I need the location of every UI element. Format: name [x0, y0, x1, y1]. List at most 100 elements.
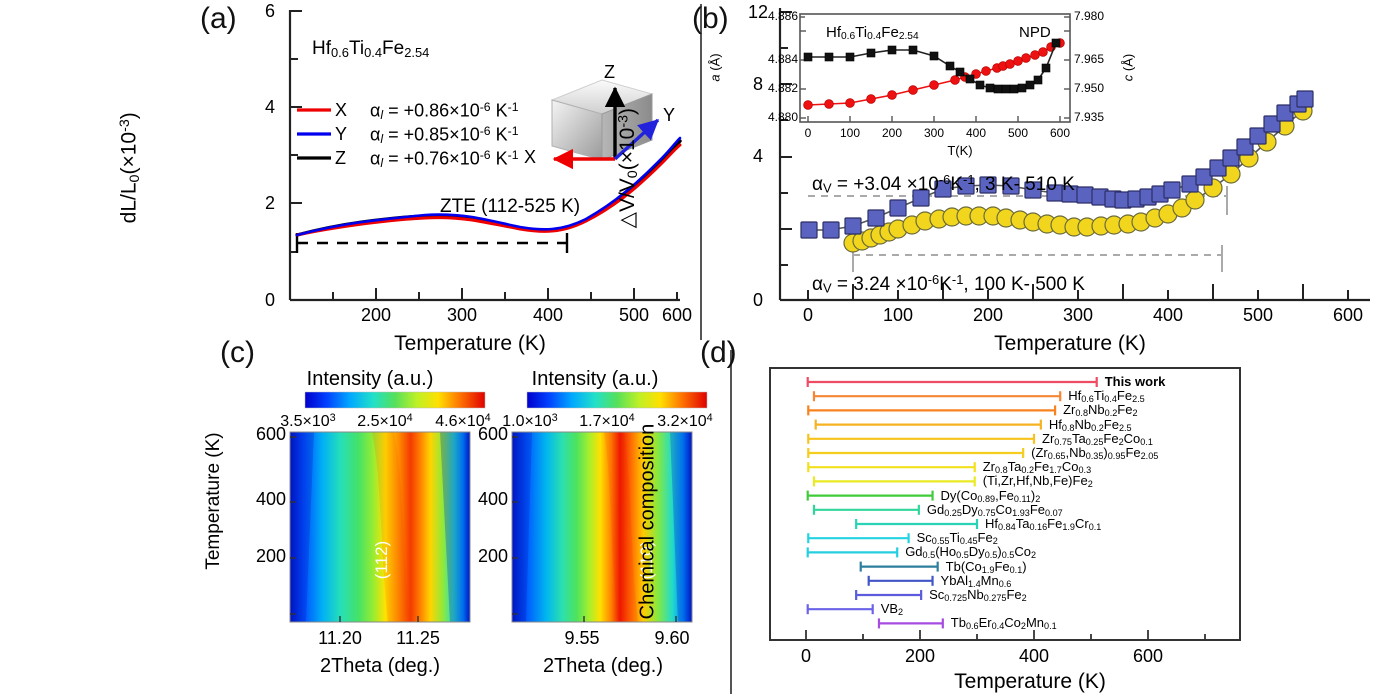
- panel-c-map2-colorbar: [526, 391, 708, 409]
- panel-a-legend-label-z: Z: [335, 148, 346, 168]
- panel-a-legend-alpha-y: αl = +0.85×10-6 K-1: [370, 124, 519, 147]
- panel-c-map1-ytick-400: 400: [255, 489, 286, 509]
- panel-b-ytick-4: 4: [752, 146, 763, 166]
- panel-b-inset-ytick-l0: 4.880: [767, 110, 798, 124]
- panel-c-map1-ytick-600: 600: [255, 424, 286, 444]
- panel-c-map1-colorbar: [304, 391, 486, 409]
- composition-label: Sc0.55Ti0.45Fe2: [916, 530, 998, 547]
- panel-a-cube-axis-y: Y: [663, 105, 676, 125]
- panel-b-tag: (b): [692, 2, 729, 35]
- panel-d-plot: [769, 367, 1241, 641]
- panel-b-xtick-300: 300: [1062, 305, 1094, 325]
- composition-label: Hf0.84Ta0.16Fe1.9Cr0.1: [985, 516, 1102, 532]
- panel-a-legend-label-y: Y: [335, 124, 348, 144]
- panel-a-plot: [288, 10, 682, 302]
- panel-b-inset-xlabel: T(K): [947, 143, 973, 158]
- panel-a-xtick-500: 500: [618, 305, 650, 325]
- panel-c-map1-colorbar-title: Intensity (a.u.): [306, 368, 434, 390]
- panel-d-xtick-600: 600: [1132, 646, 1164, 666]
- panel-c-map2-xtick-1: 9.60: [654, 628, 690, 648]
- panel-b-xtick-100: 100: [882, 305, 914, 325]
- composition-label: Zr0.75Ta0.25Fe2Co0.1: [1042, 430, 1153, 447]
- panel-c-map2-ytick-200: 200: [477, 546, 508, 566]
- panel-a-legend-label-x: X: [335, 100, 348, 120]
- panel-b-inset-xtick-200: 200: [881, 126, 903, 140]
- composition-label: Tb0.6Er0.4Co2Mn0.1: [950, 615, 1057, 632]
- panel-d-tag: (d): [700, 336, 737, 369]
- panel-d-xtick-200: 200: [904, 646, 936, 666]
- panel-c-map2-cbar-tick-2: 3.2×104: [657, 412, 713, 430]
- panel-b-inset-sample-label: Hf0.6Ti0.4Fe2.54: [826, 24, 919, 43]
- panel-a-ytick-0: 0: [264, 290, 275, 310]
- panel-b-xtick-500: 500: [1242, 305, 1274, 325]
- panel-b-ytick-0: 0: [752, 290, 763, 310]
- panel-b-inset-xtick-600: 600: [1049, 126, 1071, 140]
- panel-a-tag: (a): [200, 2, 237, 35]
- panel-c-map2-xlabel: 2Theta (deg.): [542, 655, 664, 677]
- panel-c-map1-xtick-0: 11.20: [318, 628, 362, 648]
- panel-b-note-bottom: αV = 3.24 ×10-6K-1, 100 K- 500 K: [812, 272, 1085, 296]
- panel-b-ytick-8: 8: [752, 74, 763, 94]
- panel-a-cube-inset: [550, 79, 660, 170]
- panel-c-map1-xlabel: 2Theta (deg.): [319, 655, 441, 677]
- panel-b-plot: [778, 8, 1370, 302]
- panel-a-cube-axis-x: X: [524, 147, 537, 167]
- panel-c-map1-cbar-tick-2: 4.6×104: [435, 412, 491, 430]
- panel-b-inset-ytick-l3: 4.886: [767, 9, 798, 23]
- panel-a-xtick-200: 200: [360, 305, 392, 325]
- panel-a-legend-alpha-x: αl = +0.86×10-6 K-1: [370, 100, 519, 123]
- panel-b-inset-ytick-l1: 4.882: [767, 81, 798, 95]
- panel-c-map1-cbar-tick-0: 3.5×103: [280, 412, 336, 430]
- composition-label: Gd0.5(Ho0.5Dy0.5)0.5Co2: [905, 544, 1037, 561]
- panel-b-inset-ytick-r3: 7.980: [1074, 9, 1105, 23]
- panel-c-tag: (c): [220, 336, 255, 369]
- panel-b-xtick-0: 0: [802, 305, 813, 325]
- panel-b-inset-ytick-l2: 4.884: [767, 52, 798, 66]
- divider-bottom: [730, 350, 732, 694]
- panel-a-xtick-600: 600: [661, 305, 693, 325]
- panel-b-ytick-12: 12: [747, 2, 769, 22]
- composition-label: This work: [1104, 374, 1166, 389]
- composition-label: (Zr0.65,Nb0.35)0.95Fe2.05: [1031, 445, 1159, 461]
- composition-label: YbAl1.4Mn0.6: [940, 572, 1012, 589]
- panel-a-zte-annotation: ZTE (112-525 K): [440, 196, 581, 217]
- composition-label: Hf0.8Nb0.2Fe2.5: [1048, 416, 1132, 433]
- composition-label: Hf0.6Ti0.4Fe2.5: [1068, 388, 1145, 405]
- composition-label: Gd0.25Dy0.75Co1.93Fe0.07: [926, 501, 1063, 518]
- panel-b-inset-xtick-500: 500: [1007, 126, 1029, 140]
- panel-b-inset-ytick-r0: 7.935: [1074, 110, 1105, 124]
- divider-top: [700, 4, 702, 340]
- panel-c-map1-cbar-tick-1: 2.5×104: [357, 412, 413, 430]
- panel-b-xlabel: Temperature (K): [994, 332, 1146, 355]
- panel-c-map2-ytick-400: 400: [477, 489, 508, 509]
- panel-c-map2-cbar-tick-1: 1.7×104: [579, 412, 635, 430]
- composition-label: Tb(Co1.9Fe0.1): [945, 558, 1027, 575]
- panel-a-ytick-2: 2: [264, 193, 275, 213]
- panel-c-map2-colorbar-title: Intensity (a.u.): [531, 368, 659, 390]
- panel-a-cube-axis-z: Z: [604, 62, 615, 82]
- panel-d-xlabel: Temperature (K): [954, 670, 1106, 693]
- panel-b-inset-xtick-400: 400: [965, 126, 987, 140]
- composition-label: (Ti,Zr,Hf,Nb,Fe)Fe2: [982, 473, 1093, 490]
- panel-c-map2-peak-label: (110): [637, 541, 656, 579]
- panel-a-sample-label: Hf0.6Ti0.4Fe2.54: [312, 38, 430, 60]
- composition-label: Dy(Co0.89,Fe0.11)2: [940, 487, 1041, 504]
- panel-a-ytick-4: 4: [264, 97, 275, 117]
- panel-c-map2-ytick-600: 600: [477, 424, 508, 444]
- panel-b-xtick-200: 200: [972, 305, 1004, 325]
- panel-c-map1-ytick-200: 200: [255, 546, 286, 566]
- panel-b-inset-xtick-0: 0: [804, 126, 812, 140]
- panel-b-inset-xtick-300: 300: [923, 126, 945, 140]
- panel-a-xtick-400: 400: [532, 305, 564, 325]
- panel-c-map2-xtick-0: 9.55: [564, 628, 600, 648]
- panel-a-xlabel: Temperature (K): [394, 332, 546, 355]
- panel-b-xtick-600: 600: [1332, 305, 1364, 325]
- panel-b-note-top: αV = +3.04 ×10-6K-1, 3 K- 510 K: [812, 172, 1075, 196]
- panel-c-map2-cbar-tick-0: 1.0×103: [502, 412, 558, 430]
- panel-c-map2-heatmap: (110): [511, 431, 693, 623]
- panel-b-inset-ytick-r1: 7.950: [1074, 81, 1105, 95]
- panel-c-map1-peak-label: (112): [372, 541, 391, 579]
- composition-label: VB2: [880, 601, 904, 618]
